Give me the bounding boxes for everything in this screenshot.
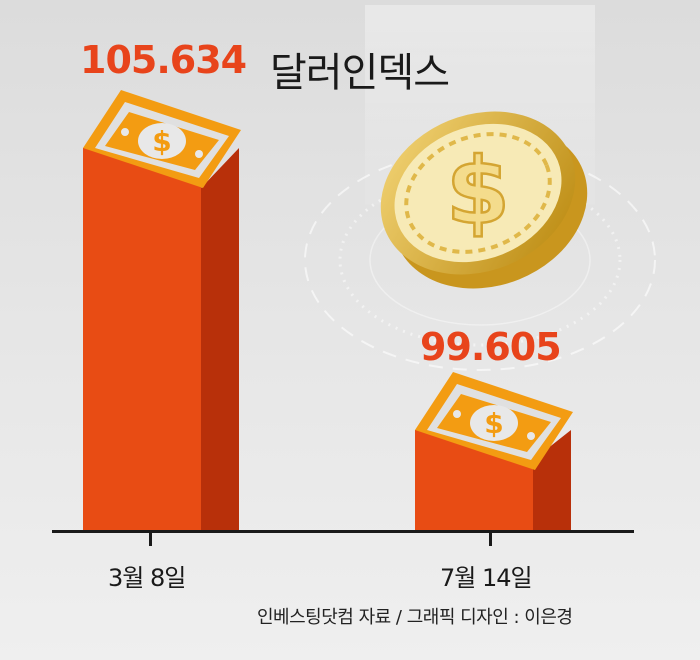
dollar-bill-icon: $ [415, 372, 573, 470]
dollar-bill-icon: $ [83, 90, 241, 188]
gold-dollar-coin-icon: $ [380, 111, 588, 289]
x-label-1: 3월 8일 [108, 564, 186, 592]
x-tick-2 [489, 532, 492, 546]
value-label-1: 105.634 [80, 38, 247, 82]
svg-text:$: $ [446, 138, 510, 245]
x-label-2: 7월 14일 [440, 564, 533, 592]
svg-text:$: $ [152, 125, 171, 158]
svg-text:$: $ [484, 407, 503, 440]
x-tick-1 [149, 532, 152, 546]
value-label-2: 99.605 [420, 325, 562, 369]
source-credit: 인베스팅닷컴 자료 / 그래픽 디자인 : 이은경 [257, 607, 573, 628]
chart-title: 달러인덱스 [270, 50, 450, 96]
x-axis [52, 530, 634, 533]
